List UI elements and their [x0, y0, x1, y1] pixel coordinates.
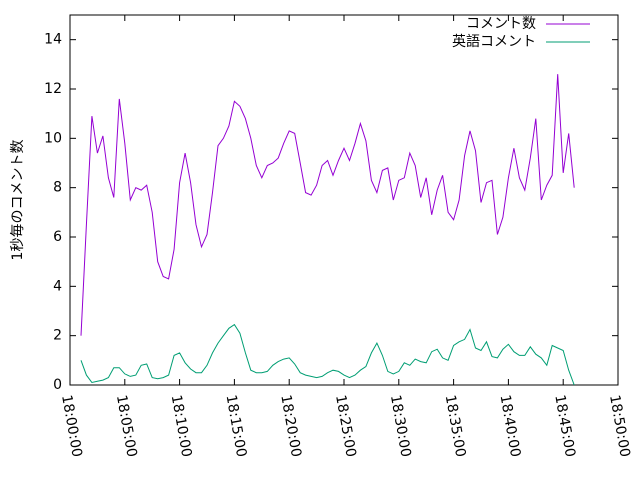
x-tick-label: 18:50:00	[606, 394, 633, 459]
y-tick-label: 6	[53, 229, 62, 245]
series-line	[80, 323, 575, 386]
y-tick-label: 14	[44, 32, 62, 48]
x-tick-label: 18:05:00	[113, 394, 140, 459]
x-tick-label: 18:40:00	[497, 394, 524, 459]
x-tick-label: 18:20:00	[277, 394, 304, 459]
x-tick-label: 18:10:00	[168, 394, 195, 459]
plot-frame	[69, 14, 619, 386]
y-tick-label: 2	[53, 328, 62, 344]
y-tick-label: 8	[53, 180, 62, 196]
y-tick-label: 10	[44, 130, 62, 146]
x-tick-label: 18:25:00	[332, 394, 359, 459]
x-tick-label: 18:15:00	[223, 394, 250, 459]
legend-label: 英語コメント	[452, 33, 536, 50]
x-tick-label: 18:45:00	[551, 394, 578, 459]
y-tick-label: 4	[53, 278, 62, 294]
x-tick-label: 18:30:00	[387, 394, 414, 459]
series-line	[80, 74, 575, 336]
y-tick-label: 0	[53, 377, 62, 393]
legend-label: コメント数	[466, 16, 536, 32]
y-axis-label: 1秒毎のコメント数	[10, 140, 26, 261]
y-tick-label: 12	[44, 81, 62, 97]
x-tick-label: 18:00:00	[58, 394, 85, 459]
x-tick-label: 18:35:00	[442, 394, 469, 459]
